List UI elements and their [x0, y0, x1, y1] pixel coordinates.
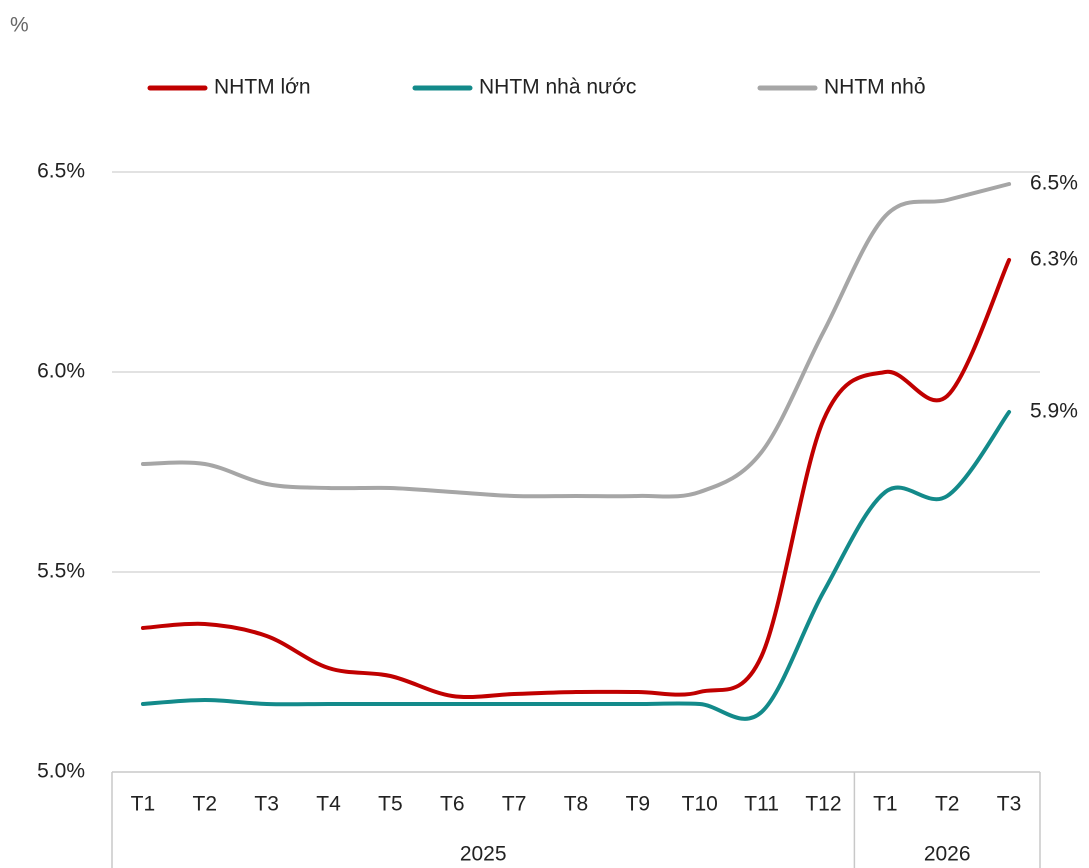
- series-line: [140, 182, 1012, 499]
- series-line: [140, 410, 1012, 721]
- group-label: 2026: [924, 843, 971, 866]
- x-tick-label: T5: [378, 793, 403, 816]
- x-tick-label: T4: [316, 793, 341, 816]
- data-label: 5.9%: [1030, 400, 1078, 423]
- x-tick-label: T1: [873, 793, 898, 816]
- x-tick-label: T12: [805, 793, 841, 816]
- x-tick-label: T11: [744, 793, 779, 816]
- legend-label: NHTM nhà nước: [479, 76, 636, 99]
- y-tick-label: 6.5%: [37, 160, 85, 183]
- x-tick-label: T1: [131, 793, 156, 816]
- x-tick-label: T9: [626, 793, 651, 816]
- x-tick-label: T7: [502, 793, 527, 816]
- x-tick-label: T2: [193, 793, 218, 816]
- y-unit: %: [10, 14, 29, 37]
- x-tick-label: T8: [564, 793, 589, 816]
- data-label: 6.3%: [1030, 248, 1078, 271]
- x-tick-label: T2: [935, 793, 960, 816]
- x-tick-label: T3: [997, 793, 1022, 816]
- data-label: 6.5%: [1030, 172, 1078, 195]
- legend-label: NHTM nhỏ: [824, 76, 926, 99]
- group-label: 2025: [460, 843, 507, 866]
- x-tick-label: T3: [254, 793, 279, 816]
- x-tick-label: T10: [682, 793, 718, 816]
- legend-label: NHTM lớn: [214, 76, 311, 99]
- series-line: [140, 258, 1012, 700]
- y-tick-label: 5.5%: [37, 560, 85, 583]
- y-tick-label: 5.0%: [37, 760, 85, 783]
- x-tick-label: T6: [440, 793, 465, 816]
- y-tick-label: 6.0%: [37, 360, 85, 383]
